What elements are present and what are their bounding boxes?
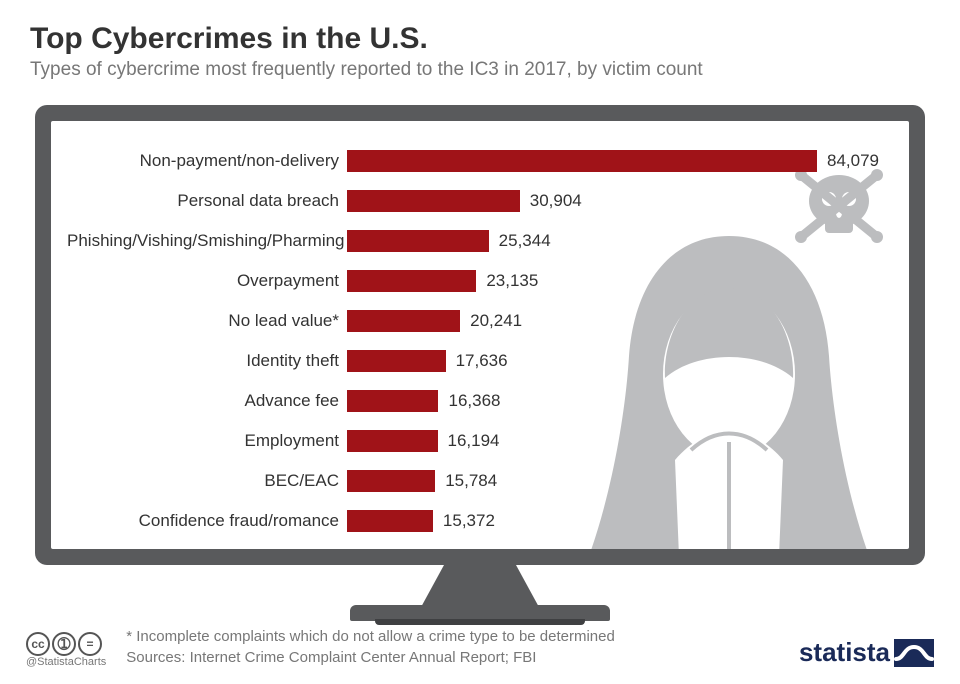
header: Top Cybercrimes in the U.S. Types of cyb… [0, 0, 960, 87]
logo-text: statista [799, 637, 890, 668]
chart-row: Personal data breach 30,904 [67, 181, 893, 221]
bar [347, 150, 817, 172]
bar-label: Advance fee [67, 391, 347, 411]
chart-row: Overpayment 23,135 [67, 261, 893, 301]
bar-label: BEC/EAC [67, 471, 347, 491]
page-title: Top Cybercrimes in the U.S. [30, 22, 930, 56]
bar-value: 16,368 [448, 391, 500, 411]
chart-row: BEC/EAC 15,784 [67, 461, 893, 501]
chart-row: Phishing/Vishing/Smishing/Pharming 25,344 [67, 221, 893, 261]
bar [347, 390, 438, 412]
bar-value: 16,194 [448, 431, 500, 451]
footnotes: * Incomplete complaints which do not all… [126, 626, 615, 668]
page-subtitle: Types of cybercrime most frequently repo… [30, 59, 930, 81]
bar-area: 84,079 [347, 150, 893, 172]
cc-by-icon: ➀ [52, 632, 76, 656]
statista-wave-icon [894, 639, 934, 667]
bar-label: Identity theft [67, 351, 347, 371]
bar [347, 510, 433, 532]
bar [347, 190, 520, 212]
bar-value: 15,372 [443, 511, 495, 531]
bar-area: 20,241 [347, 310, 893, 332]
bar [347, 270, 476, 292]
bar-value: 15,784 [445, 471, 497, 491]
bar-label: No lead value* [67, 311, 347, 331]
bar [347, 430, 438, 452]
chart-row: No lead value* 20,241 [67, 301, 893, 341]
bar [347, 350, 446, 372]
footer: cc ➀ = @StatistaCharts * Incomplete comp… [26, 626, 934, 668]
bar-label: Employment [67, 431, 347, 451]
bar-label: Non-payment/non-delivery [67, 151, 347, 171]
cc-license-icons: cc ➀ = [26, 632, 106, 656]
bar [347, 230, 489, 252]
bar-chart: Non-payment/non-delivery 84,079 Personal d… [67, 141, 893, 541]
bar-area: 15,784 [347, 470, 893, 492]
monitor-screen: Non-payment/non-delivery 84,079 Personal d… [51, 121, 909, 549]
bar-value: 30,904 [530, 191, 582, 211]
monitor-stand [35, 565, 925, 631]
bar-label: Confidence fraud/romance [67, 511, 347, 531]
bar-area: 25,344 [347, 230, 893, 252]
bar-area: 16,368 [347, 390, 893, 412]
bar-value: 84,079 [827, 151, 879, 171]
bar-value: 23,135 [486, 271, 538, 291]
bar-area: 15,372 [347, 510, 893, 532]
chart-row: Identity theft 17,636 [67, 341, 893, 381]
chart-row: Advance fee 16,368 [67, 381, 893, 421]
bar-value: 25,344 [499, 231, 551, 251]
bar-area: 17,636 [347, 350, 893, 372]
bar-area: 23,135 [347, 270, 893, 292]
bar-label: Phishing/Vishing/Smishing/Pharming [67, 231, 347, 251]
monitor-graphic: Non-payment/non-delivery 84,079 Personal d… [35, 105, 925, 631]
bar-label: Personal data breach [67, 191, 347, 211]
bar-label: Overpayment [67, 271, 347, 291]
bar-area: 30,904 [347, 190, 893, 212]
bar [347, 310, 460, 332]
sources-line: Sources: Internet Crime Complaint Center… [126, 647, 615, 668]
cc-icon: cc [26, 632, 50, 656]
cc-handle: @StatistaCharts [26, 656, 106, 668]
statista-logo: statista [799, 637, 934, 668]
chart-row: Confidence fraud/romance 15,372 [67, 501, 893, 541]
chart-row: Employment 16,194 [67, 421, 893, 461]
bar-area: 16,194 [347, 430, 893, 452]
bar-value: 20,241 [470, 311, 522, 331]
cc-nd-icon: = [78, 632, 102, 656]
bar-value: 17,636 [456, 351, 508, 371]
chart-row: Non-payment/non-delivery 84,079 [67, 141, 893, 181]
monitor-bezel: Non-payment/non-delivery 84,079 Personal d… [35, 105, 925, 565]
bar [347, 470, 435, 492]
footnote-asterisk: * Incomplete complaints which do not all… [126, 626, 615, 647]
